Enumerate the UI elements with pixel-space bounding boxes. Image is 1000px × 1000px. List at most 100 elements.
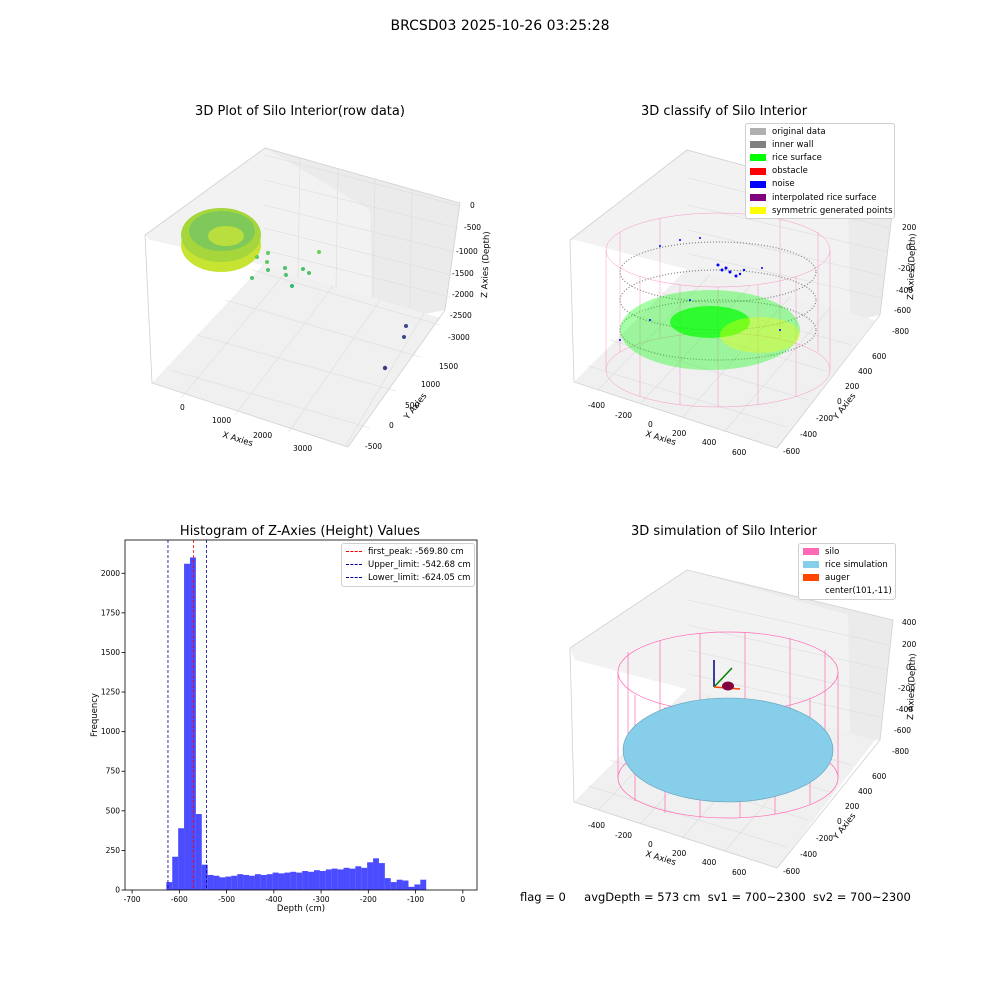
histogram-bar [254, 874, 261, 890]
legend-swatch [750, 128, 766, 136]
classify-3d-ticks: -400 -200 0 200 400 600 -600 -400 -200 0… [588, 223, 917, 457]
simulation-xtick: 200 [672, 849, 687, 858]
classify-xtick: 600 [732, 448, 747, 457]
histogram-bar [313, 870, 320, 890]
simulation-3d-ticks: -400 -200 0 200 400 600 -600 -400 -200 0… [588, 618, 917, 877]
histogram-bar [201, 864, 208, 890]
legend-swatch [750, 207, 766, 215]
raw-ztick: -1000 [456, 247, 478, 256]
legend-label: inner wall [772, 139, 814, 150]
x-tick-label: -700 [124, 895, 141, 904]
simulation-ztick: 400 [902, 618, 917, 627]
simulation-rice-surface [622, 697, 834, 803]
histogram-bar [331, 868, 338, 890]
classify-xtick: 200 [672, 429, 687, 438]
histogram-bar [402, 880, 409, 890]
classify-ytick: 600 [872, 352, 887, 361]
legend-swatch [750, 167, 766, 175]
x-tick-label: -500 [218, 895, 235, 904]
simulation-ytick: 400 [858, 787, 873, 796]
raw-ytick: -500 [365, 442, 382, 451]
raw-3d-outliers [250, 250, 408, 371]
histogram-bar [219, 877, 226, 890]
histogram-bar [184, 563, 190, 890]
histogram-y-ticks: 0 250 500 750 1000 1250 1500 1750 2000 [101, 569, 125, 895]
classify-inner-wall [619, 241, 817, 361]
y-tick-label: 2000 [101, 569, 120, 578]
raw-ztick: -500 [464, 223, 481, 232]
raw-ztick: -1500 [452, 269, 474, 278]
raw-3d-ticks: 0 1000 2000 3000 -500 0 500 1000 1500 0 … [180, 201, 481, 453]
histogram-bar [225, 876, 232, 890]
legend-entry-rice-simulation: rice simulation [799, 558, 895, 571]
legend-label: auger [825, 572, 850, 583]
raw-3d-plot: 0 1000 2000 3000 -500 0 500 1000 1500 0 … [144, 147, 492, 453]
raw-ytick: 0 [389, 421, 394, 430]
legend-label: symmetric generated points [772, 205, 893, 216]
legend-swatch [803, 561, 819, 569]
legend-entry-interpolated: interpolated rice surface [746, 191, 894, 204]
histogram-bar [237, 874, 244, 890]
histogram-bar [343, 867, 350, 890]
legend-label: original data [772, 126, 826, 137]
classify-ztick: -600 [894, 306, 911, 315]
legend-entry-noise: noise [746, 178, 894, 191]
legend-line [346, 564, 362, 566]
raw-xtick: 2000 [253, 431, 272, 440]
classify-xtick: 400 [702, 438, 717, 447]
histogram-bar [302, 870, 309, 890]
x-tick-label: -100 [407, 895, 424, 904]
classify-ytick: -600 [783, 447, 800, 456]
classify-legend: original data inner wall rice surface ob… [745, 123, 895, 220]
legend-entry-obstacle: obstacle [746, 165, 894, 178]
simulation-plot-title: 3D simulation of Silo Interior [631, 524, 817, 539]
x-tick-label: -400 [265, 895, 282, 904]
histogram-bar [296, 872, 303, 890]
classify-xtick: -200 [615, 411, 632, 420]
classify-ztick: -800 [892, 327, 909, 336]
simulation-xtick: -400 [588, 821, 605, 830]
histogram-bar [361, 867, 368, 890]
status-line: flag = 0 avgDepth = 573 cm sv1 = 700~230… [520, 890, 911, 904]
y-tick-label: 1000 [101, 727, 120, 736]
x-tick-label: -300 [313, 895, 330, 904]
simulation-xtick: -200 [615, 831, 632, 840]
legend-line [346, 551, 362, 553]
histogram-bar [337, 869, 344, 890]
histogram-bar [290, 871, 297, 890]
simulation-ztick: -400 [896, 705, 913, 714]
histogram-bar [414, 884, 421, 890]
simulation-xtick: 400 [702, 858, 717, 867]
simulation-ylabel: Y Axies [831, 811, 859, 843]
histogram-bar [373, 858, 379, 890]
raw-zlabel: Z Axies (Depth) [480, 231, 492, 298]
x-tick-label: 0 [460, 895, 465, 904]
histogram-x-ticks: -700 -600 -500 -400 -300 -200 -100 0 [124, 890, 465, 904]
classify-ytick: 400 [858, 367, 873, 376]
legend-label: rice surface [772, 152, 822, 163]
histogram-bar [243, 874, 250, 890]
histogram-xlabel: Depth (cm) [277, 904, 325, 914]
legend-entry-silo: silo [799, 545, 895, 558]
classify-ztick: 0 [906, 243, 911, 252]
histogram-bar [189, 557, 196, 890]
classify-ytick: 200 [845, 382, 860, 391]
simulation-ztick: -800 [892, 747, 909, 756]
legend-entry-original-data: original data [746, 125, 894, 138]
simulation-ytick: 0 [837, 817, 842, 826]
classify-xtick: -400 [588, 401, 605, 410]
histogram-bar [319, 870, 326, 890]
histogram-frame [124, 539, 478, 891]
legend-swatch [803, 574, 819, 582]
classify-zlabel: Z Axies (Depth) [906, 233, 918, 300]
histogram-bar [420, 879, 427, 890]
raw-xlabel: X Axies [221, 430, 254, 449]
legend-label: center(101,-11) [825, 586, 892, 597]
classify-ztick: -200 [898, 264, 915, 273]
histogram-legend: first_peak: -569.80 cm Upper_limit: -542… [341, 543, 475, 587]
legend-swatch [750, 194, 766, 202]
simulation-auger [713, 660, 741, 691]
legend-entry-lower-limit: Lower_limit: -624.05 cm [342, 571, 474, 584]
simulation-ytick: 200 [845, 802, 860, 811]
raw-ytick: 1000 [421, 380, 440, 389]
